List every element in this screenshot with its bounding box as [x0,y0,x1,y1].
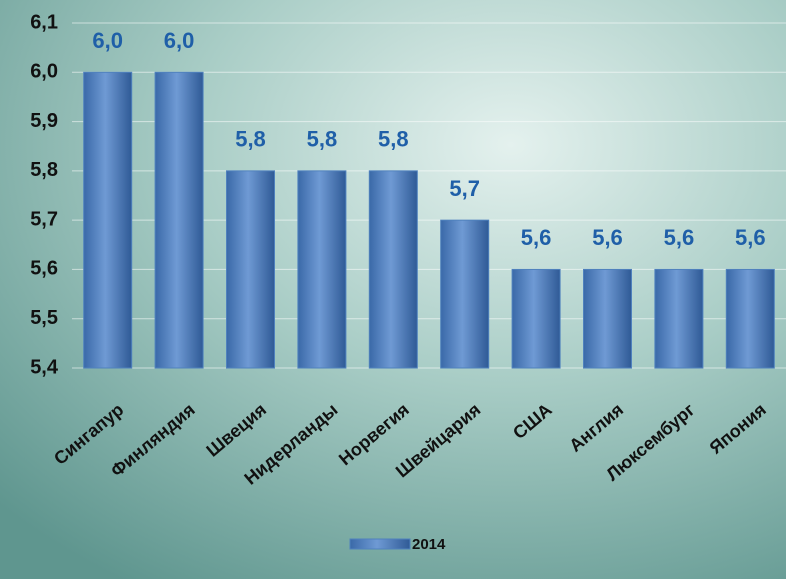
y-tick-label: 5,4 [30,356,59,378]
value-label: 5,8 [378,127,409,152]
bar [83,71,133,369]
legend-label: 2014 [412,536,446,553]
y-tick-label: 5,5 [30,307,58,329]
value-label: 5,6 [735,225,766,250]
value-label: 5,6 [521,225,552,250]
y-tick-label: 5,8 [30,159,58,181]
value-label: 5,6 [664,225,695,250]
y-tick-label: 5,9 [30,110,58,132]
value-label: 5,7 [449,176,480,201]
value-label: 6,0 [164,28,195,53]
y-tick-label: 6,0 [30,61,58,83]
bar [154,71,204,369]
y-tick-label: 5,6 [30,258,58,280]
bar [511,268,561,369]
bar [368,170,418,369]
bar [226,170,275,369]
value-label: 6,0 [92,28,123,53]
bar [725,268,775,369]
bar [654,268,704,369]
value-label: 5,6 [592,225,623,250]
value-label: 5,8 [307,127,338,152]
y-tick-label: 6,1 [30,11,58,33]
bar [583,268,632,369]
bar [440,219,490,369]
legend-swatch [349,538,411,550]
y-tick-label: 5,7 [30,208,58,230]
bar [297,170,347,369]
value-label: 5,8 [235,127,266,152]
